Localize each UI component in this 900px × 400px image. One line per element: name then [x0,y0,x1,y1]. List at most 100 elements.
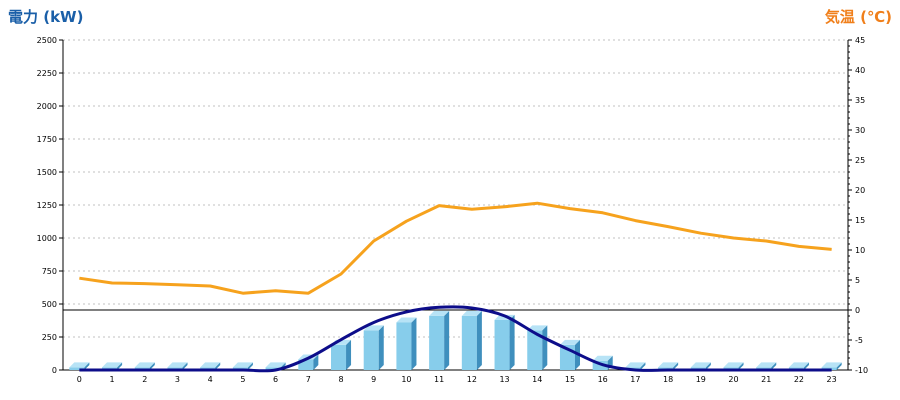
right-tick-label: 45 [855,36,865,45]
bar-side [771,362,777,370]
x-tick-label: 22 [794,375,804,384]
bar-side [542,325,548,370]
x-tick-label: 10 [401,375,411,384]
bar [461,310,482,370]
right-tick-label: 35 [855,96,865,105]
right-tick-label: 30 [855,126,865,135]
left-tick-label: 1250 [37,201,57,210]
bar-top [756,362,777,368]
x-tick-label: 20 [728,375,738,384]
bar-front [330,344,347,370]
bar [429,310,450,370]
bar-top [625,362,646,368]
bar-front [69,367,85,370]
bar-side [673,362,679,370]
bar [69,362,90,370]
left-tick-label: 1500 [37,168,57,177]
bar-top [102,362,123,368]
right-tick-label: 40 [855,66,865,75]
x-tick-label: 2 [142,375,147,384]
temperature-line [79,201,832,295]
x-tick-label: 7 [306,375,311,384]
x-tick-label: 17 [630,375,640,384]
bar-top [232,362,253,368]
bar-front [265,367,281,370]
x-tick-label: 16 [598,375,608,384]
x-tick-label: 5 [240,375,245,384]
bar-front [461,315,477,370]
bar-front [298,359,314,370]
left-tick-label: 2500 [37,36,57,45]
bar-top [200,362,221,368]
bar-side [378,325,384,370]
right-tick-label: 25 [855,156,865,165]
bar-top [429,310,450,316]
right-tick-label: 15 [855,216,865,225]
bar-side [346,339,352,370]
right-tick-label: 0 [855,306,860,315]
x-tick-label: 14 [532,375,542,384]
bar-top [527,325,548,331]
bar-side [411,317,417,370]
bar-top [69,362,90,368]
x-tick-label: 6 [273,375,278,384]
left-tick-label: 250 [42,333,57,342]
bar-top [592,355,613,361]
bar-top [690,362,711,368]
x-tick-label: 13 [499,375,509,384]
x-tick-label: 23 [827,375,837,384]
left-tick-label: 1750 [37,135,57,144]
x-tick-label: 0 [77,375,82,384]
bar-front [527,330,543,370]
right-tick-label: -10 [855,366,868,375]
bar-side [509,314,515,370]
right-tick-label: 5 [855,276,860,285]
right-tick-label: 20 [855,186,865,195]
x-tick-label: 9 [371,375,376,384]
left-tick-label: 750 [42,267,57,276]
right-tick-label: 10 [855,246,865,255]
bar-top [821,362,842,368]
x-tick-label: 21 [761,375,771,384]
x-tick-label: 11 [434,375,444,384]
x-tick-label: 3 [175,375,180,384]
left-tick-label: 2000 [37,102,57,111]
x-tick-label: 4 [208,375,213,384]
bar-front [494,319,510,370]
bar-front [429,315,445,370]
bar [527,325,548,370]
bar-side [182,362,188,370]
x-tick-label: 12 [467,375,477,384]
bar-side [215,362,221,370]
right-axis-title: 気温 (℃) [824,8,892,26]
bar-top [723,362,744,368]
bar-front [363,330,379,370]
left-tick-label: 1000 [37,234,57,243]
bar-side [705,362,711,370]
bar-side [444,310,450,370]
left-tick-label: 2250 [37,69,57,78]
left-axis-title: 電力 (kW) [8,8,84,26]
bar [363,325,384,370]
bar-side [738,362,744,370]
bar-top [396,317,417,323]
bar-side [803,362,809,370]
bar [330,339,352,370]
bar-top [461,310,482,316]
bar-side [117,362,123,370]
bar [494,314,515,370]
power-line [79,305,832,373]
bar-side [149,362,155,370]
left-tick-label: 500 [42,300,57,309]
bar-top [134,362,155,368]
bar [396,317,417,370]
x-tick-label: 15 [565,375,575,384]
bar-side [640,362,646,370]
bar-top [559,339,581,345]
bar-top [788,362,809,368]
x-tick-label: 8 [338,375,343,384]
bar-side [476,310,482,370]
bar-top [167,362,188,368]
bar-side [313,354,319,370]
